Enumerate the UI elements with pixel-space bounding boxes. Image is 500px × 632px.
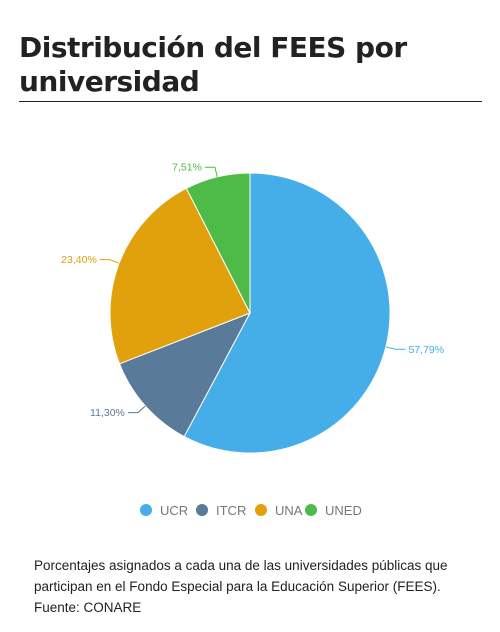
pie-data-labels: 57,79% 11,30% 23,40% 7,51% [61, 162, 444, 419]
legend-swatch-una [255, 504, 267, 516]
legend-label-uned: UNED [325, 502, 362, 518]
legend-item-uned[interactable]: UNED [305, 500, 362, 520]
legend-swatch-uned [305, 504, 317, 516]
data-label-una: 23,40% [61, 254, 97, 266]
legend-swatch-ucr [140, 504, 152, 516]
leader-line-una [99, 259, 120, 264]
legend-swatch-itcr [196, 504, 208, 516]
data-label-itcr: 11,30% [90, 407, 125, 419]
leader-line-uned [204, 166, 218, 178]
legend-item-itcr[interactable]: ITCR [196, 500, 246, 520]
legend-label-ucr: UCR [160, 502, 189, 518]
legend-label-una: UNA [275, 502, 303, 518]
caption-line: Porcentajes asignados a cada una de las … [34, 558, 448, 573]
pie-slices [109, 172, 391, 454]
data-label-ucr: 57,79% [409, 344, 445, 356]
chart-title: Distribución del FEES por universidad [19, 31, 407, 98]
title-divider [19, 101, 482, 102]
pie-slice-una[interactable] [109, 187, 251, 365]
legend-item-ucr[interactable]: UCR [140, 500, 188, 520]
chart-caption: Porcentajes asignados a cada una de las … [34, 555, 474, 618]
pie-leader-lines [99, 166, 406, 414]
leader-line-itcr [127, 405, 146, 414]
caption-line: participan en el Fondo Especial para la … [34, 579, 441, 594]
pie-slice-uned[interactable] [185, 172, 251, 314]
caption-source: Fuente: CONARE [34, 600, 142, 615]
pie-slice-itcr[interactable] [118, 312, 252, 438]
legend-label-itcr: ITCR [216, 502, 247, 518]
leader-line-ucr [385, 346, 406, 350]
pie-chart: 57,79% 11,30% 23,40% 7,51% [61, 162, 444, 454]
data-label-uned: 7,51% [172, 162, 202, 174]
chart-legend: UCR ITCR UNA UNED [0, 500, 500, 520]
legend-item-una[interactable]: UNA [255, 500, 302, 520]
